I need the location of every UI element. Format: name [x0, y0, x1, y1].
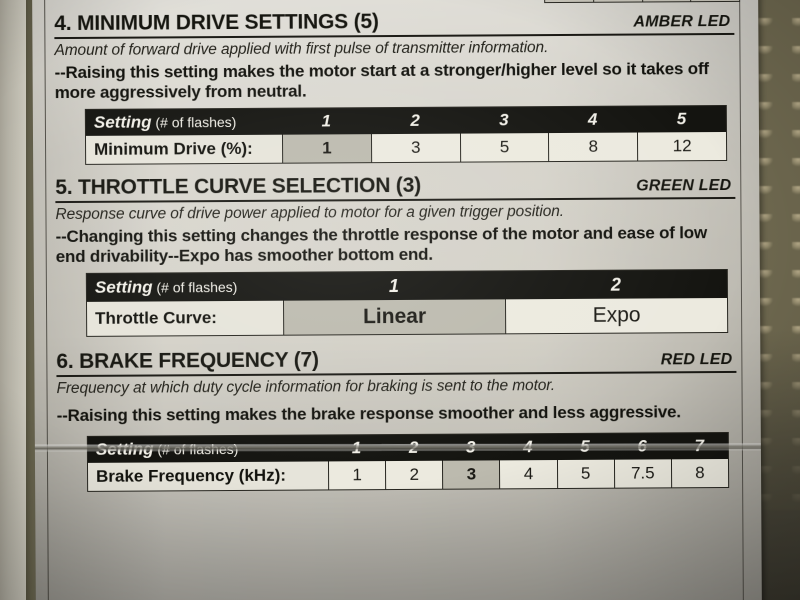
- table-minimum-drive-header-label: Setting (# of flashes): [86, 112, 282, 133]
- table-minimum-drive-value-4: 8: [548, 132, 638, 162]
- adjacent-page: continue b...: [0, 0, 26, 600]
- table-minimum-drive-value-3: 5: [459, 133, 549, 162]
- table-minimum-drive-value-5: 12: [637, 132, 727, 161]
- table-brake-frequency-setting-7: 7: [694, 435, 705, 455]
- table-throttle-curve-value-2: Expo: [504, 298, 728, 334]
- table-minimum-drive-row-label: Minimum Drive (%):: [94, 138, 253, 159]
- table-minimum-drive-row: Minimum Drive (%): 1 3 5 8 12: [86, 132, 727, 164]
- section-4-body: --Raising this setting makes the motor s…: [54, 59, 709, 102]
- section-minimum-drive-settings: 4. MINIMUM DRIVE SETTINGS (5) AMBER LED …: [54, 7, 735, 165]
- manual-page: 4. MINIMUM DRIVE SETTINGS (5) AMBER LED …: [32, 0, 762, 600]
- section-6-led-label: RED LED: [660, 351, 733, 369]
- table-throttle-curve: Setting (# of flashes) 1 2 Throttle Curv…: [85, 269, 729, 338]
- table-throttle-curve-setting-1: 1: [388, 275, 399, 296]
- section-4-description: Amount of forward drive applied with fir…: [54, 39, 549, 60]
- setting-label-bold: Setting: [94, 277, 153, 298]
- table-brake-frequency-value-5: 5: [556, 459, 614, 488]
- section-6-description: Frequency at which duty cycle informatio…: [56, 377, 556, 398]
- table-minimum-drive-setting-1: 1: [321, 111, 332, 131]
- setting-label-rest: (# of flashes): [152, 279, 238, 296]
- table-minimum-drive: Setting (# of flashes) 1 2 3 4 5 Minimum…: [84, 105, 728, 165]
- section-5-body: --Changing this setting changes the thro…: [55, 223, 708, 266]
- section-5-description: Response curve of drive power applied to…: [55, 203, 564, 224]
- table-throttle-curve-setting-2: 2: [610, 274, 621, 295]
- table-minimum-drive-value-2: 3: [370, 133, 460, 163]
- section-4-led-label: AMBER LED: [633, 12, 731, 31]
- table-minimum-drive-setting-4: 4: [587, 109, 598, 129]
- table-minimum-drive-header: Setting (# of flashes) 1 2 3 4 5: [85, 106, 726, 136]
- table-throttle-curve-value-1: Linear: [282, 299, 506, 335]
- page-border-right: [739, 0, 744, 600]
- section-5-led-label: GREEN LED: [636, 177, 732, 195]
- table-minimum-drive-value-1: 1: [281, 134, 371, 163]
- section-5-title: 5. THROTTLE CURVE SELECTION (3): [55, 173, 421, 200]
- table-brake-frequency-value-1: 1: [327, 460, 386, 490]
- table-brake-frequency-value-2: 2: [385, 460, 443, 489]
- table-brake-frequency-value-4: 4: [499, 459, 557, 489]
- table-brake-frequency-setting-5: 5: [580, 436, 590, 456]
- table-throttle-curve-row: Throttle Curve: Linear Expo: [87, 298, 728, 336]
- section-5-header: 5. THROTTLE CURVE SELECTION (3) GREEN LE…: [55, 172, 736, 204]
- setting-label-bold: Setting: [93, 112, 152, 132]
- table-throttle-curve-header-label: Setting (# of flashes): [87, 277, 283, 298]
- table-brake-frequency-value-3: 3: [442, 460, 500, 489]
- section-6-header: 6. BRAKE FREQUENCY (7) RED LED: [56, 346, 737, 378]
- table-throttle-curve-header: Setting (# of flashes) 1 2: [86, 270, 727, 303]
- table-minimum-drive-setting-2: 2: [410, 110, 420, 131]
- table-minimum-drive-setting-3: 3: [499, 110, 509, 130]
- page-border-left: [44, 0, 49, 600]
- table-brake-frequency-row-label: Brake Frequency (kHz):: [96, 465, 287, 486]
- table-brake-frequency-value-7: 8: [670, 458, 729, 488]
- manual-content: 4. MINIMUM DRIVE SETTINGS (5) AMBER LED …: [54, 0, 741, 492]
- table-brake-frequency-row: Brake Frequency (kHz): 1 2 3 4 5 7.5 8: [88, 458, 729, 491]
- section-4-header: 4. MINIMUM DRIVE SETTINGS (5) AMBER LED: [54, 7, 735, 40]
- table-throttle-curve-row-label: Throttle Curve:: [95, 308, 218, 329]
- cut-off-table-remnant: [544, 0, 741, 4]
- section-throttle-curve-selection: 5. THROTTLE CURVE SELECTION (3) GREEN LE…: [55, 172, 736, 338]
- section-6-body: --Raising this setting makes the brake r…: [56, 402, 681, 426]
- section-6-title: 6. BRAKE FREQUENCY (7): [56, 348, 319, 374]
- section-4-title: 4. MINIMUM DRIVE SETTINGS (5): [54, 10, 379, 36]
- table-minimum-drive-setting-5: 5: [676, 109, 687, 129]
- table-brake-frequency-value-6: 7.5: [613, 459, 671, 488]
- table-brake-frequency-setting-6: 6: [637, 436, 647, 456]
- table-brake-frequency: Setting (# of flashes) 1 2 3 4 5 6 7 Bra…: [86, 431, 730, 492]
- setting-label-rest: (# of flashes): [151, 114, 237, 131]
- section-brake-frequency: 6. BRAKE FREQUENCY (7) RED LED Frequency…: [56, 346, 737, 492]
